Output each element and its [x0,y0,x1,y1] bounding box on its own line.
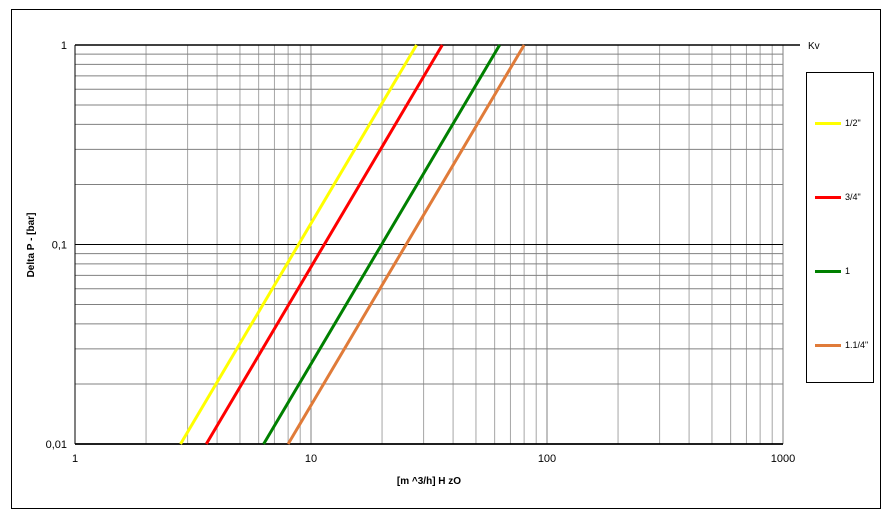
legend-label: 3/4" [845,192,861,202]
series-line [204,44,444,445]
y-tick-label: 0,01 [46,439,67,451]
legend-label: 1 [845,266,851,276]
x-tick-label: 100 [538,453,556,465]
ticks-layer: 1 10 100 1000 0,01 0,1 1 [46,40,796,465]
series-layer [179,44,526,445]
legend-label: 1.1/4" [845,340,869,350]
legend-item: 1/2" [815,116,875,130]
legend-swatch [815,270,841,273]
legend-item: 3/4" [815,190,875,204]
x-tick-label: 10 [305,453,317,465]
y-axis-title: Delta P - [bar] [26,213,37,278]
legend-swatch [815,122,841,125]
legend-swatch [815,196,841,199]
x-axis-title: [m ^3/h] H zO [397,476,461,487]
series-line [262,44,501,445]
y-tick-label: 1 [61,40,67,52]
legend-swatch [815,344,841,347]
series-line [286,44,526,445]
legend-label: 1/2" [845,118,861,128]
y-tick-label: 0,1 [52,240,67,252]
x-tick-label: 1000 [771,453,795,465]
legend-item: 1.1/4" [815,338,875,352]
legend-item: 1 [815,264,875,278]
series-line [179,44,418,445]
legend: 1/2" 3/4" 1 1.1/4" [806,72,874,383]
grid-major [74,44,800,445]
chart-frame [11,9,881,509]
legend-title: Kv [808,41,820,52]
x-tick-label: 1 [72,453,78,465]
